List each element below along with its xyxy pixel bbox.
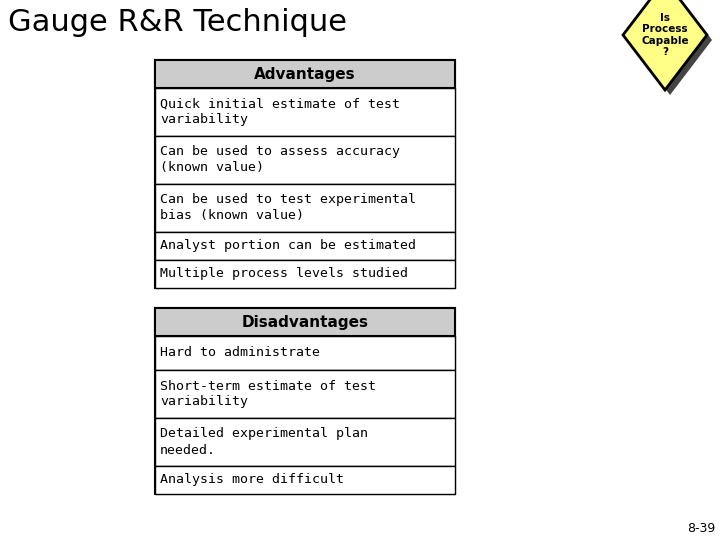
Bar (155, 88, 455, 136)
Bar (155, 260, 455, 288)
Bar (155, 232, 455, 260)
Text: Analysis more difficult: Analysis more difficult (160, 474, 344, 487)
Text: Short-term estimate of test
variability: Short-term estimate of test variability (160, 380, 376, 408)
Polygon shape (623, 0, 707, 90)
Text: Gauge R&R Technique: Gauge R&R Technique (8, 8, 347, 37)
Text: Multiple process levels studied: Multiple process levels studied (160, 267, 408, 280)
Bar (155, 370, 455, 418)
Bar (155, 336, 455, 370)
Bar (155, 136, 455, 184)
Bar (155, 308, 455, 336)
Bar (155, 60, 455, 88)
Text: Is
Process
Capable
?: Is Process Capable ? (642, 12, 689, 57)
Polygon shape (628, 0, 712, 95)
Bar (155, 184, 455, 232)
Text: Hard to administrate: Hard to administrate (160, 347, 320, 360)
Text: Can be used to assess accuracy
(known value): Can be used to assess accuracy (known va… (160, 145, 400, 174)
Bar (155, 308, 455, 336)
Bar (155, 418, 455, 466)
Text: 8-39: 8-39 (687, 522, 715, 535)
Bar (155, 308, 455, 494)
Text: Disadvantages: Disadvantages (241, 314, 369, 329)
Text: Detailed experimental plan
needed.: Detailed experimental plan needed. (160, 428, 368, 456)
Bar (155, 466, 455, 494)
Text: Can be used to test experimental
bias (known value): Can be used to test experimental bias (k… (160, 193, 416, 222)
Text: Analyst portion can be estimated: Analyst portion can be estimated (160, 240, 416, 253)
Bar (155, 60, 455, 88)
Text: Advantages: Advantages (254, 66, 356, 82)
Text: Quick initial estimate of test
variability: Quick initial estimate of test variabili… (160, 98, 400, 126)
Bar (155, 60, 455, 288)
